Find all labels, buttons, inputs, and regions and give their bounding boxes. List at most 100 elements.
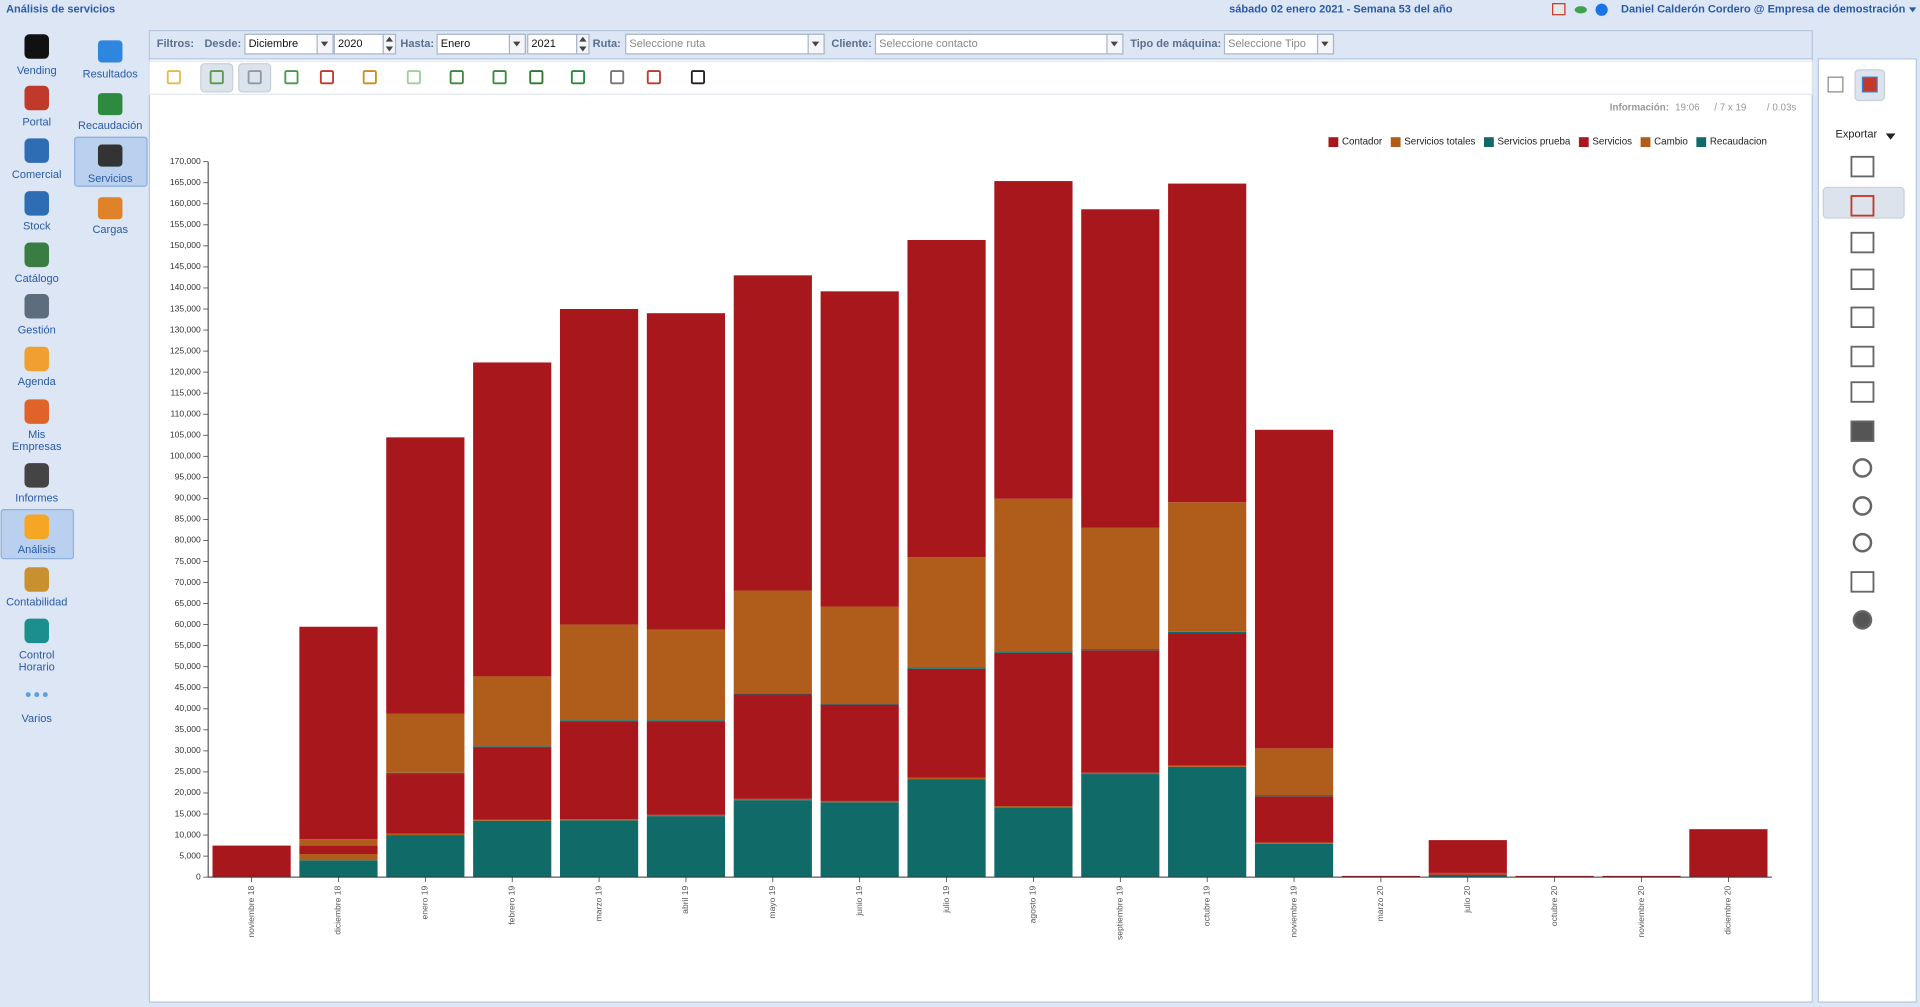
spinner-down[interactable]: [579, 46, 587, 52]
chart-type-button[interactable]: [1852, 610, 1873, 630]
menu-label[interactable]: Agenda: [18, 376, 57, 388]
bar-segment[interactable]: [559, 819, 639, 821]
submenu-icon[interactable]: [97, 40, 123, 63]
bar-segment[interactable]: [994, 806, 1073, 808]
bar-segment[interactable]: [907, 779, 986, 878]
bar-segment[interactable]: [473, 362, 552, 677]
bar-segment[interactable]: [299, 853, 378, 861]
chart-type-button[interactable]: [1850, 195, 1875, 217]
menu-icon[interactable]: [24, 463, 49, 488]
toolbar-button[interactable]: [690, 70, 705, 85]
menu-label[interactable]: Empresas: [12, 441, 62, 453]
legend-swatch[interactable]: [1390, 137, 1401, 148]
bar-segment[interactable]: [212, 845, 291, 878]
toolbar-button[interactable]: [449, 70, 464, 85]
chart-view-button[interactable]: [1861, 76, 1878, 93]
bar-segment[interactable]: [299, 860, 378, 878]
bar-segment[interactable]: [1341, 875, 1421, 878]
bar-segment[interactable]: [1254, 842, 1334, 844]
bar-segment[interactable]: [1428, 872, 1507, 875]
bar-segment[interactable]: [1168, 765, 1247, 767]
bar-segment[interactable]: [1428, 874, 1507, 876]
bar-segment[interactable]: [646, 629, 726, 721]
legend-label[interactable]: Servicios totales: [1404, 137, 1475, 148]
bar-segment[interactable]: [1081, 649, 1160, 651]
bar-segment[interactable]: [559, 820, 639, 878]
menu-icon[interactable]: [42, 692, 48, 698]
bar-segment[interactable]: [386, 835, 465, 878]
submenu-icon[interactable]: [97, 144, 123, 167]
bar-segment[interactable]: [907, 557, 986, 668]
bar-segment[interactable]: [386, 833, 465, 836]
bar-segment[interactable]: [1081, 650, 1160, 773]
bar-segment[interactable]: [1254, 748, 1334, 796]
bar-segment[interactable]: [646, 814, 726, 817]
bar-segment[interactable]: [386, 774, 465, 834]
chart-type-button[interactable]: [1850, 268, 1875, 291]
bar-segment[interactable]: [1254, 843, 1334, 878]
menu-label[interactable]: Catálogo: [15, 273, 59, 285]
bar-segment[interactable]: [994, 498, 1073, 652]
toolbar-button[interactable]: [362, 70, 377, 85]
toolbar-button-bg[interactable]: [238, 63, 272, 93]
chart-type-button[interactable]: [1850, 381, 1875, 403]
menu-icon[interactable]: [24, 34, 49, 59]
bar-segment[interactable]: [1428, 840, 1507, 873]
select-value[interactable]: Seleccione contacto: [879, 38, 978, 50]
bar-segment[interactable]: [733, 275, 812, 591]
menu-label[interactable]: Varios: [22, 713, 53, 725]
bar-segment[interactable]: [1428, 875, 1507, 878]
submenu-label[interactable]: Recaudación: [78, 120, 142, 132]
bar-segment[interactable]: [1081, 527, 1160, 650]
menu-label[interactable]: Mis: [28, 429, 46, 441]
chart-type-button[interactable]: [1852, 496, 1873, 516]
user-menu-arrow[interactable]: [1908, 7, 1917, 13]
spinner-up[interactable]: [579, 36, 587, 42]
select-arrow[interactable]: [320, 41, 329, 47]
chart-type-button[interactable]: [1852, 458, 1873, 478]
select-value[interactable]: Enero: [441, 38, 470, 50]
chart-type-button[interactable]: [1850, 306, 1875, 329]
bar-segment[interactable]: [559, 720, 639, 722]
menu-icon[interactable]: [24, 294, 49, 319]
bar-segment[interactable]: [907, 777, 986, 780]
select-arrow[interactable]: [513, 41, 521, 47]
legend-label[interactable]: Cambio: [1654, 137, 1688, 148]
bar-segment[interactable]: [299, 839, 378, 846]
bar-segment[interactable]: [994, 181, 1073, 499]
menu-icon[interactable]: [24, 191, 49, 216]
select-arrow[interactable]: [1110, 41, 1118, 47]
bar-segment[interactable]: [473, 746, 552, 748]
submenu-label[interactable]: Servicios: [88, 173, 133, 185]
legend-swatch[interactable]: [1578, 137, 1589, 148]
bar-segment[interactable]: [1081, 774, 1160, 878]
bar-segment[interactable]: [473, 676, 552, 747]
submenu-icon[interactable]: [97, 93, 123, 116]
bar-segment[interactable]: [1515, 875, 1594, 878]
bar-segment[interactable]: [386, 713, 465, 773]
chart-type-button[interactable]: [1850, 155, 1875, 178]
toolbar-button[interactable]: [529, 70, 544, 85]
bar-segment[interactable]: [820, 800, 899, 803]
bar-segment[interactable]: [1168, 631, 1247, 634]
toolbar-button[interactable]: [406, 70, 421, 85]
bar-segment[interactable]: [907, 668, 986, 778]
bar-segment[interactable]: [1254, 429, 1334, 749]
bar-segment[interactable]: [646, 720, 726, 722]
bar-segment[interactable]: [820, 703, 899, 705]
toolbar-button[interactable]: [209, 70, 224, 85]
select-arrow[interactable]: [1321, 41, 1329, 47]
menu-icon[interactable]: [25, 692, 31, 698]
bar-segment[interactable]: [1602, 875, 1681, 878]
bar-segment[interactable]: [907, 667, 986, 669]
bar-segment[interactable]: [1254, 795, 1334, 797]
chart-type-button[interactable]: [1850, 345, 1875, 368]
bar-segment[interactable]: [1689, 829, 1768, 878]
legend-label[interactable]: Servicios: [1592, 137, 1632, 148]
chart-type-button[interactable]: [1852, 532, 1873, 553]
chart-type-button[interactable]: [1850, 420, 1875, 442]
menu-icon[interactable]: [24, 242, 49, 268]
bar-segment[interactable]: [820, 704, 899, 801]
menu-icon[interactable]: [24, 346, 49, 372]
menu-label[interactable]: Comercial: [12, 169, 62, 181]
